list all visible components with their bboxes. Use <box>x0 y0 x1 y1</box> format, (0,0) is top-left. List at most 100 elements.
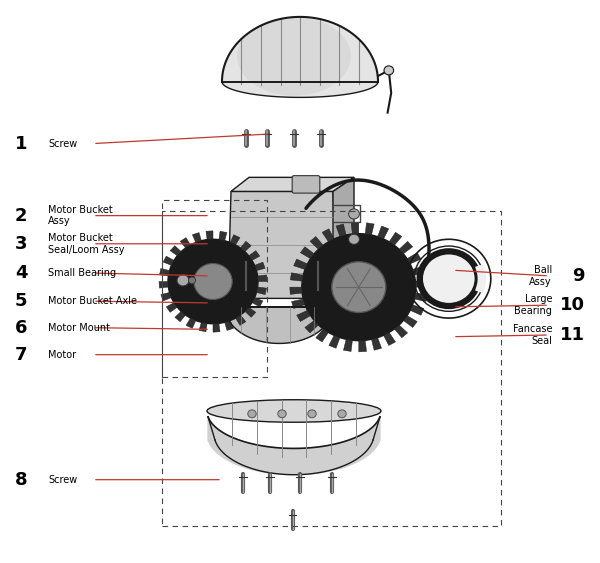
Circle shape <box>248 410 256 418</box>
Text: Motor: Motor <box>48 350 76 360</box>
Polygon shape <box>359 340 367 352</box>
Polygon shape <box>383 332 395 346</box>
Polygon shape <box>166 303 177 312</box>
Ellipse shape <box>207 400 381 422</box>
Text: 6: 6 <box>15 319 28 337</box>
Bar <box>162 211 501 526</box>
Polygon shape <box>161 292 172 301</box>
Text: 10: 10 <box>560 296 585 314</box>
Polygon shape <box>333 177 354 298</box>
Text: Motor Bucket Axle: Motor Bucket Axle <box>48 296 137 306</box>
Circle shape <box>384 66 394 75</box>
Polygon shape <box>245 307 256 318</box>
Circle shape <box>338 410 346 418</box>
Polygon shape <box>316 329 328 342</box>
Circle shape <box>188 277 196 284</box>
Circle shape <box>177 275 189 286</box>
Polygon shape <box>256 287 266 294</box>
Text: Motor Bucket
Seal/Loom Assy: Motor Bucket Seal/Loom Assy <box>48 233 125 254</box>
Text: Small Bearing: Small Bearing <box>48 268 116 278</box>
Polygon shape <box>180 238 191 248</box>
Polygon shape <box>407 253 421 264</box>
Polygon shape <box>336 224 346 236</box>
Circle shape <box>423 254 475 303</box>
Polygon shape <box>371 338 382 350</box>
Polygon shape <box>159 282 169 288</box>
Polygon shape <box>231 177 354 191</box>
Polygon shape <box>365 223 374 235</box>
Polygon shape <box>305 320 319 333</box>
Polygon shape <box>208 417 380 475</box>
Polygon shape <box>252 298 263 307</box>
Polygon shape <box>377 226 389 239</box>
Polygon shape <box>170 245 181 256</box>
Text: 11: 11 <box>560 326 585 344</box>
Text: 5: 5 <box>15 292 28 310</box>
Polygon shape <box>343 339 352 351</box>
Polygon shape <box>292 299 305 309</box>
Circle shape <box>308 410 316 418</box>
Polygon shape <box>219 231 227 241</box>
FancyBboxPatch shape <box>292 176 320 193</box>
Polygon shape <box>222 17 378 97</box>
Polygon shape <box>254 262 265 271</box>
Polygon shape <box>249 251 260 260</box>
Text: Motor Bucket
Assy: Motor Bucket Assy <box>48 205 113 226</box>
Ellipse shape <box>237 17 351 96</box>
Polygon shape <box>224 320 233 330</box>
Polygon shape <box>351 222 359 234</box>
Polygon shape <box>175 311 185 321</box>
Circle shape <box>168 239 258 324</box>
Polygon shape <box>410 305 424 315</box>
Polygon shape <box>310 236 323 249</box>
Polygon shape <box>293 259 307 270</box>
Text: 8: 8 <box>15 471 28 489</box>
Polygon shape <box>241 242 251 252</box>
Circle shape <box>278 410 286 418</box>
Polygon shape <box>193 233 202 243</box>
Circle shape <box>302 234 416 341</box>
Circle shape <box>349 234 359 244</box>
Polygon shape <box>160 269 170 276</box>
Polygon shape <box>399 242 413 254</box>
Polygon shape <box>322 229 334 242</box>
Text: Motor Mount: Motor Mount <box>48 323 110 333</box>
Polygon shape <box>186 318 196 328</box>
Polygon shape <box>394 325 407 338</box>
Circle shape <box>332 262 386 312</box>
Text: Fancase
Seal: Fancase Seal <box>512 324 552 346</box>
Text: 7: 7 <box>15 346 28 364</box>
Polygon shape <box>199 322 207 332</box>
Text: 4: 4 <box>15 264 28 282</box>
Circle shape <box>349 262 359 272</box>
Text: 1: 1 <box>15 135 28 153</box>
Text: Screw: Screw <box>48 138 77 149</box>
Polygon shape <box>413 266 426 275</box>
Text: Large
Bearing: Large Bearing <box>514 294 552 316</box>
Polygon shape <box>225 307 333 343</box>
Polygon shape <box>163 256 174 265</box>
Polygon shape <box>235 315 246 325</box>
Polygon shape <box>296 310 311 321</box>
Polygon shape <box>389 233 402 245</box>
Text: Ball
Assy: Ball Assy <box>529 265 552 287</box>
Polygon shape <box>301 247 314 258</box>
Text: Screw: Screw <box>48 475 77 485</box>
Polygon shape <box>290 287 302 294</box>
Polygon shape <box>230 235 240 245</box>
Text: 3: 3 <box>15 235 28 253</box>
Circle shape <box>420 252 478 306</box>
Polygon shape <box>206 231 213 240</box>
Polygon shape <box>290 272 303 281</box>
Polygon shape <box>257 275 267 282</box>
Polygon shape <box>329 336 340 348</box>
Circle shape <box>349 209 359 219</box>
Polygon shape <box>228 191 336 298</box>
Text: 2: 2 <box>15 207 28 225</box>
Polygon shape <box>415 280 428 287</box>
Text: 9: 9 <box>572 267 585 285</box>
Polygon shape <box>415 293 427 302</box>
Polygon shape <box>213 323 220 332</box>
Bar <box>162 200 267 377</box>
Circle shape <box>194 263 232 300</box>
